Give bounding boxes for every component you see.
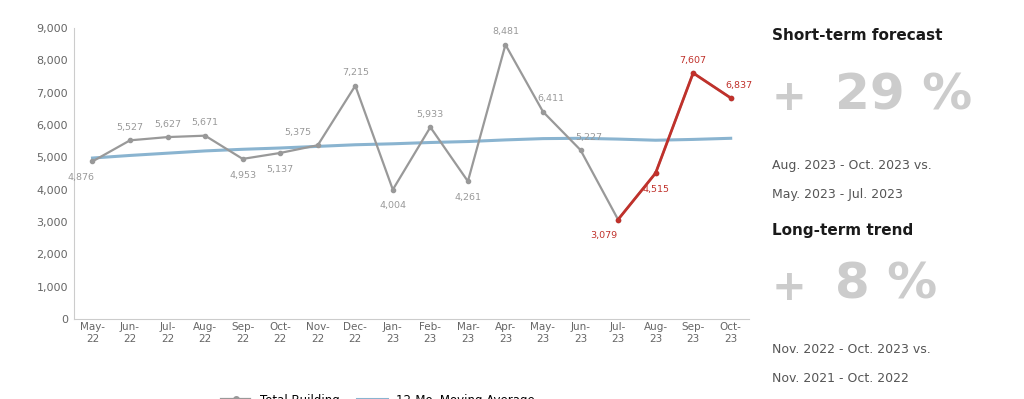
- Text: Nov. 2021 - Oct. 2022: Nov. 2021 - Oct. 2022: [771, 371, 908, 385]
- Text: 6,411: 6,411: [538, 95, 565, 103]
- Text: Short-term forecast: Short-term forecast: [771, 28, 942, 43]
- Text: 7,607: 7,607: [680, 56, 707, 65]
- Text: 4,515: 4,515: [642, 185, 669, 194]
- Text: Long-term trend: Long-term trend: [771, 223, 912, 238]
- Text: 5,671: 5,671: [191, 119, 218, 127]
- Text: 8 %: 8 %: [836, 261, 938, 309]
- Text: Nov. 2022 - Oct. 2023 vs.: Nov. 2022 - Oct. 2023 vs.: [771, 342, 930, 356]
- Legend: Total Building, 12-Mo. Moving Average: Total Building, 12-Mo. Moving Average: [221, 393, 535, 399]
- Text: Aug. 2023 - Oct. 2023 vs.: Aug. 2023 - Oct. 2023 vs.: [771, 159, 931, 172]
- Text: 5,227: 5,227: [575, 133, 602, 142]
- Text: 5,527: 5,527: [117, 123, 143, 132]
- Text: +: +: [771, 267, 806, 309]
- Text: 5,933: 5,933: [417, 110, 444, 119]
- Text: 7,215: 7,215: [342, 68, 369, 77]
- Text: 8,481: 8,481: [492, 28, 519, 36]
- Text: +: +: [771, 77, 806, 119]
- Text: 5,375: 5,375: [285, 128, 312, 137]
- Text: 5,137: 5,137: [266, 165, 294, 174]
- Text: May. 2023 - Jul. 2023: May. 2023 - Jul. 2023: [771, 188, 902, 201]
- Text: 6,837: 6,837: [725, 81, 753, 90]
- Text: 3,079: 3,079: [591, 231, 617, 240]
- Text: 4,953: 4,953: [229, 171, 256, 180]
- Text: 4,261: 4,261: [455, 193, 481, 202]
- Text: 4,876: 4,876: [68, 173, 95, 182]
- Text: 29 %: 29 %: [836, 72, 973, 120]
- Text: 5,627: 5,627: [154, 120, 181, 129]
- Text: 4,004: 4,004: [379, 201, 407, 210]
